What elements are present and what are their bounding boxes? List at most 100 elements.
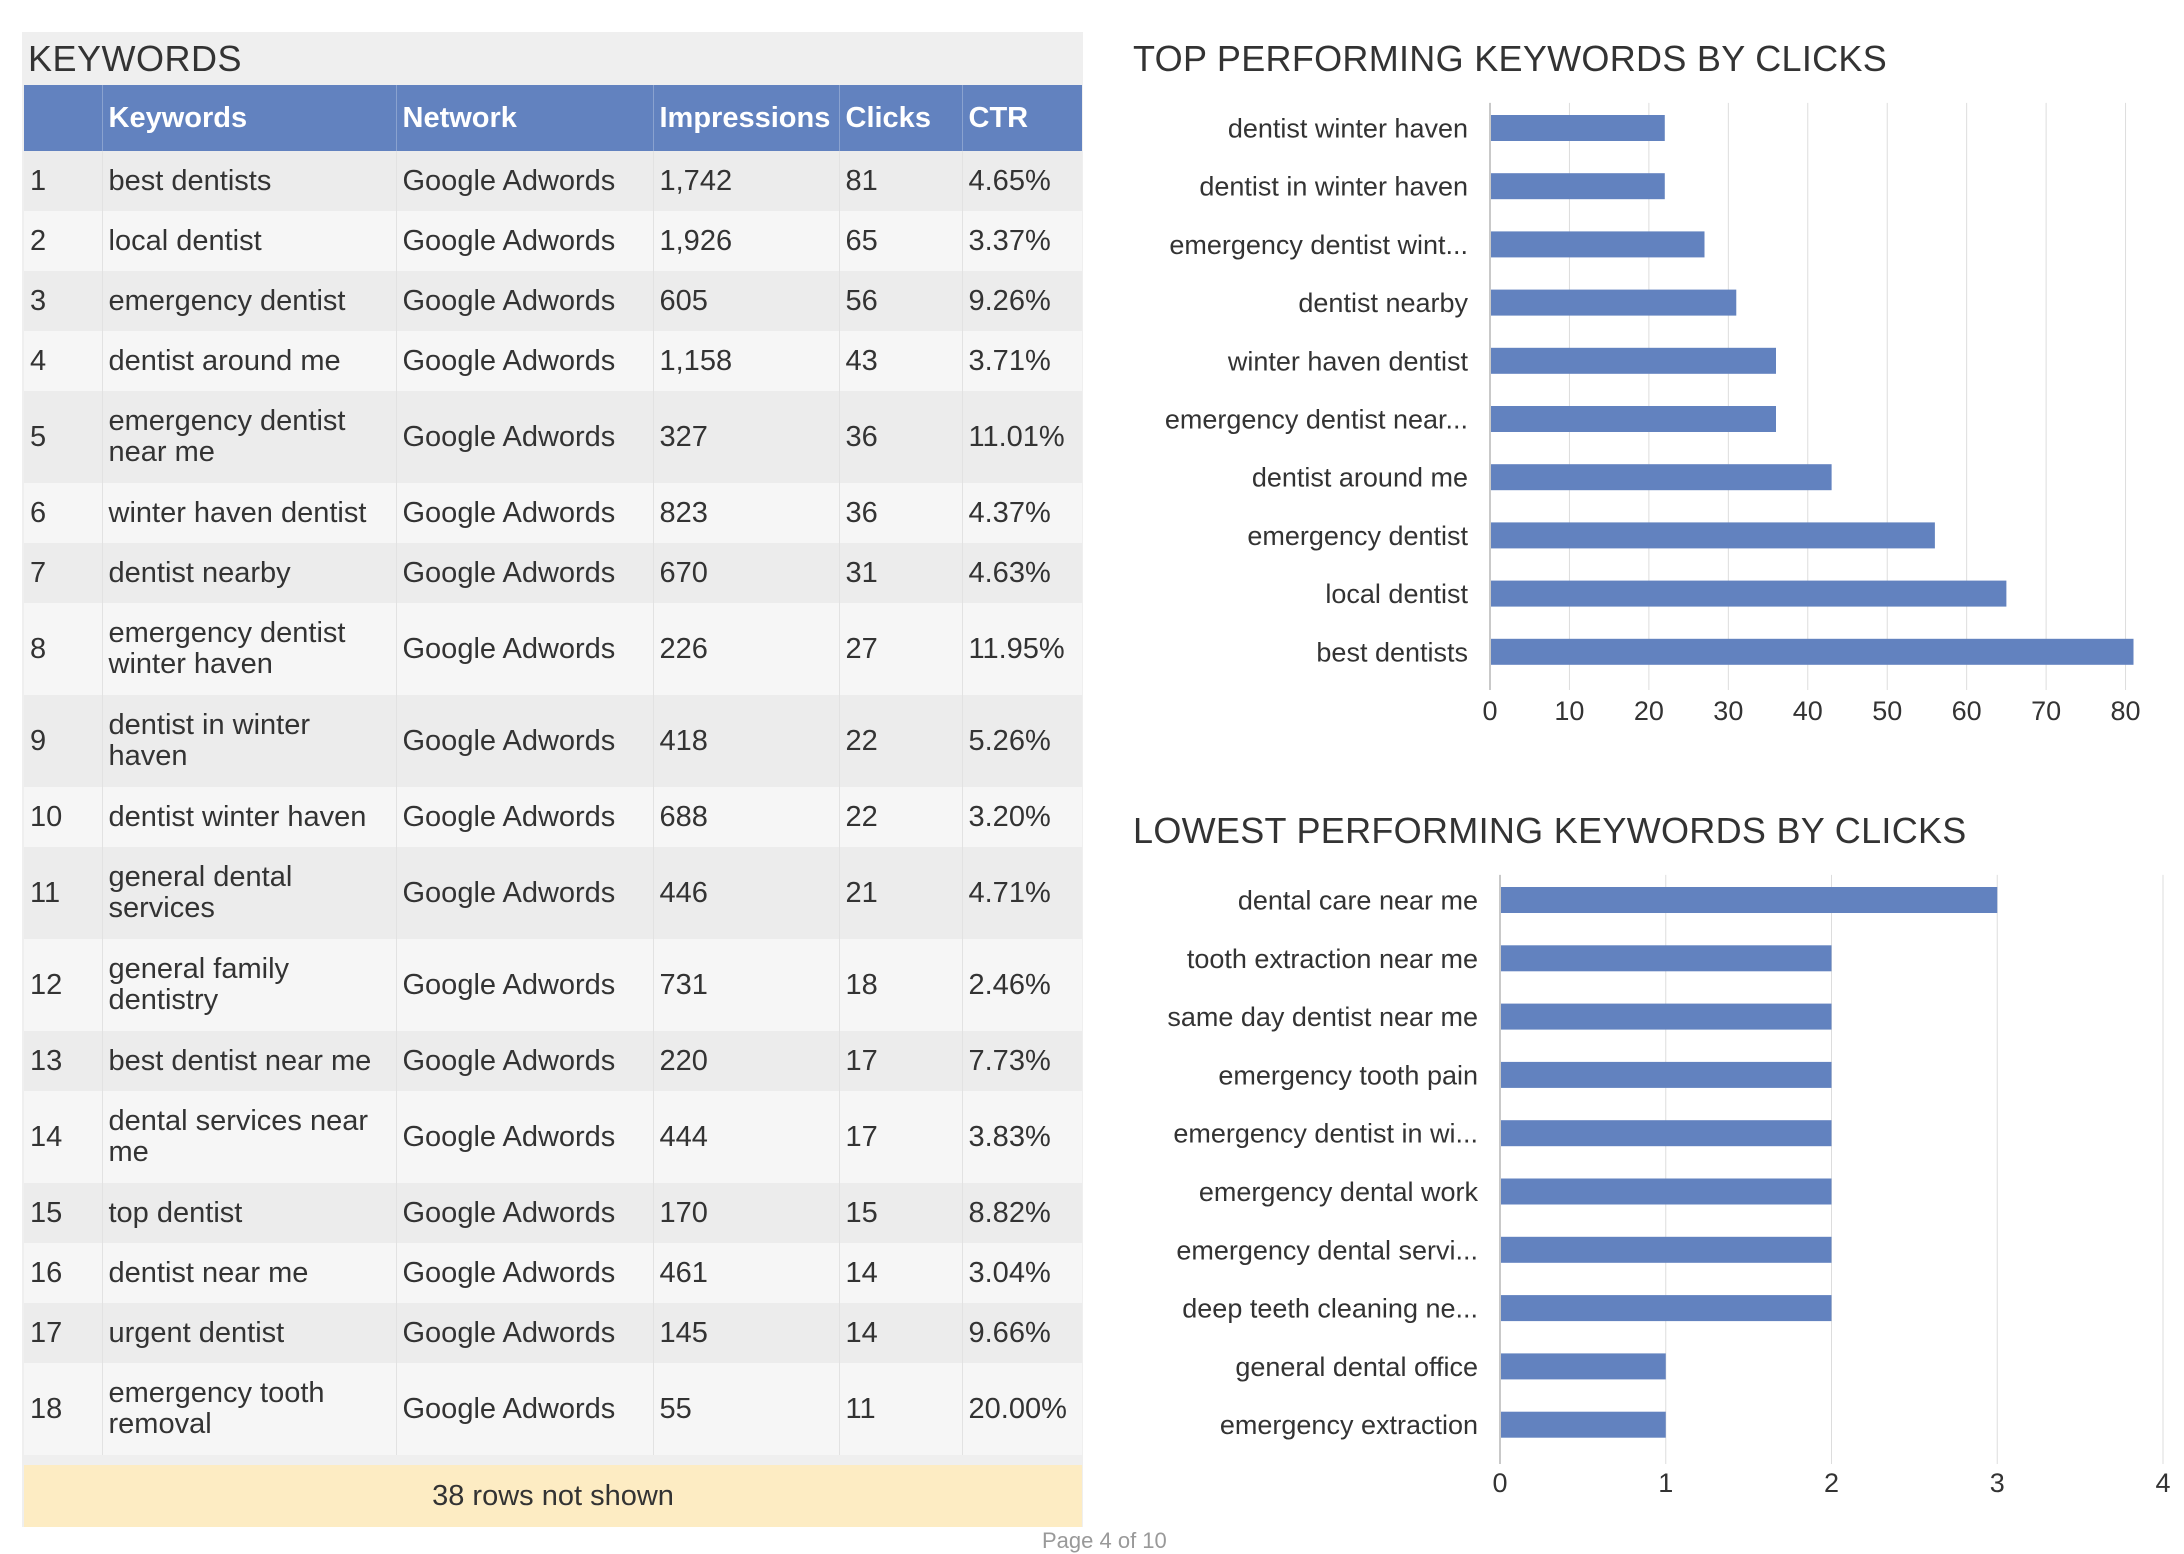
clicks-cell: 56 — [839, 271, 963, 331]
bar[interactable] — [1491, 115, 1665, 141]
impressions-cell: 145 — [653, 1303, 840, 1363]
clicks-cell: 81 — [839, 151, 963, 211]
bar[interactable] — [1491, 464, 1832, 491]
keyword-cell: best dentist near me — [102, 1031, 397, 1091]
ctr-cell: 20.00% — [962, 1363, 1082, 1455]
network-cell: Google Adwords — [396, 939, 654, 1031]
ctr-cell: 3.37% — [962, 211, 1082, 271]
row-index: 9 — [24, 695, 103, 787]
ctr-cell: 9.66% — [962, 1303, 1082, 1363]
network-cell: Google Adwords — [396, 483, 654, 543]
table-row[interactable]: 3 emergency dentist Google Adwords 605 56 9.2… — [24, 271, 1082, 331]
category-label: local dentist — [1325, 579, 1468, 609]
impressions-cell: 170 — [653, 1183, 840, 1243]
table-row[interactable]: 17 urgent dentist Google Adwords 145 14 9.66% — [24, 1303, 1082, 1363]
bar[interactable] — [1491, 231, 1705, 258]
network-cell: Google Adwords — [396, 1031, 654, 1091]
table-row[interactable]: 1 best dentists Google Adwords 1,742 81 4.65% — [24, 151, 1082, 211]
table-row[interactable]: 7 dentist nearby Google Adwords 670 31 4.63% — [24, 543, 1082, 603]
keyword-cell: best dentists — [102, 151, 397, 211]
keyword-cell: dentist winter haven — [102, 787, 397, 847]
keyword-cell: general dental services — [102, 847, 397, 939]
bar[interactable] — [1491, 406, 1776, 432]
column-header-keywords[interactable]: Keywords — [102, 85, 397, 151]
column-header-clicks[interactable]: Clicks — [839, 85, 963, 151]
keyword-cell: dental services near me — [102, 1091, 397, 1183]
network-cell: Google Adwords — [396, 787, 654, 847]
ctr-cell: 2.46% — [962, 939, 1082, 1031]
table-row[interactable]: 12 general family dentistry Google Adwords… — [24, 939, 1082, 1031]
network-cell: Google Adwords — [396, 603, 654, 695]
lowest-keywords-chart-title: LOWEST PERFORMING KEYWORDS BY CLICKS — [1133, 810, 1967, 851]
column-header-network[interactable]: Network — [396, 85, 654, 151]
bar[interactable] — [1491, 638, 2134, 665]
table-row[interactable]: 4 dentist around me Google Adwords 1,158 43 3… — [24, 331, 1082, 391]
category-label: emergency dentist wint... — [1169, 230, 1468, 260]
x-tick-label: 10 — [1554, 696, 1584, 726]
clicks-cell: 22 — [839, 695, 963, 787]
row-index: 15 — [24, 1183, 103, 1243]
column-header-ctr[interactable]: CTR — [962, 85, 1082, 151]
category-label: dental care near me — [1238, 885, 1478, 915]
keyword-cell: winter haven dentist — [102, 483, 397, 543]
row-index: 3 — [24, 271, 103, 331]
page-number: Page 4 of 10 — [1042, 1528, 1167, 1553]
bar[interactable] — [1501, 1353, 1666, 1380]
bar[interactable] — [1501, 1120, 1832, 1147]
bar[interactable] — [1501, 1003, 1832, 1030]
network-cell: Google Adwords — [396, 391, 654, 483]
column-header-impressions[interactable]: Impressions — [653, 85, 840, 151]
impressions-cell: 226 — [653, 603, 840, 695]
bar[interactable] — [1491, 347, 1776, 374]
bar[interactable] — [1491, 522, 1935, 549]
keyword-cell: urgent dentist — [102, 1303, 397, 1363]
table-row[interactable]: 5 emergency dentist near me Google Adwords… — [24, 391, 1082, 483]
bar[interactable] — [1501, 945, 1832, 972]
impressions-cell: 418 — [653, 695, 840, 787]
bar[interactable] — [1501, 1061, 1832, 1088]
table-row[interactable]: 10 dentist winter haven Google Adwords 688 2… — [24, 787, 1082, 847]
table-row[interactable]: 8 emergency dentist winter haven Google Ad… — [24, 603, 1082, 695]
clicks-cell: 17 — [839, 1091, 963, 1183]
table-row[interactable]: 2 local dentist Google Adwords 1,926 65 3.37% — [24, 211, 1082, 271]
table-row[interactable]: 6 winter haven dentist Google Adwords 823 36… — [24, 483, 1082, 543]
category-label: general dental office — [1235, 1352, 1478, 1382]
table-row[interactable]: 14 dental services near me Google Adwords 4… — [24, 1091, 1082, 1183]
bar[interactable] — [1491, 289, 1737, 316]
bar[interactable] — [1501, 1178, 1832, 1205]
bar[interactable] — [1501, 1411, 1666, 1438]
impressions-cell: 444 — [653, 1091, 840, 1183]
category-label: emergency extraction — [1220, 1410, 1478, 1440]
bar[interactable] — [1491, 580, 2007, 607]
impressions-cell: 327 — [653, 391, 840, 483]
table-row[interactable]: 11 general dental services Google Adwords 4… — [24, 847, 1082, 939]
clicks-cell: 36 — [839, 483, 963, 543]
column-header-index[interactable] — [24, 85, 103, 151]
bar[interactable] — [1491, 173, 1665, 200]
table-row[interactable]: 13 best dentist near me Google Adwords 220 1… — [24, 1031, 1082, 1091]
network-cell: Google Adwords — [396, 543, 654, 603]
rows-not-shown-notice: 38 rows not shown — [24, 1465, 1082, 1527]
row-index: 16 — [24, 1243, 103, 1303]
impressions-cell: 731 — [653, 939, 840, 1031]
x-tick-label: 20 — [1634, 696, 1664, 726]
table-row[interactable]: 9 dentist in winter haven Google Adwords 41… — [24, 695, 1082, 787]
bar[interactable] — [1501, 1236, 1832, 1263]
network-cell: Google Adwords — [396, 1363, 654, 1455]
bar[interactable] — [1501, 887, 1998, 913]
category-label: same day dentist near me — [1167, 1002, 1478, 1032]
network-cell: Google Adwords — [396, 1303, 654, 1363]
table-row[interactable]: 16 dentist near me Google Adwords 461 14 3.04… — [24, 1243, 1082, 1303]
table-row[interactable]: 15 top dentist Google Adwords 170 15 8.82% — [24, 1183, 1082, 1243]
keyword-cell: local dentist — [102, 211, 397, 271]
ctr-cell: 3.83% — [962, 1091, 1082, 1183]
top-keywords-chart-title: TOP PERFORMING KEYWORDS BY CLICKS — [1133, 38, 1888, 79]
row-index: 8 — [24, 603, 103, 695]
keyword-cell: emergency dentist — [102, 271, 397, 331]
ctr-cell: 4.65% — [962, 151, 1082, 211]
table-row[interactable]: 18 emergency tooth removal Google Adwords 5… — [24, 1363, 1082, 1455]
bar[interactable] — [1501, 1295, 1832, 1322]
keywords-table: Keywords Network Impressions Clicks CTR … — [24, 85, 1082, 1455]
network-cell: Google Adwords — [396, 1243, 654, 1303]
clicks-cell: 15 — [839, 1183, 963, 1243]
